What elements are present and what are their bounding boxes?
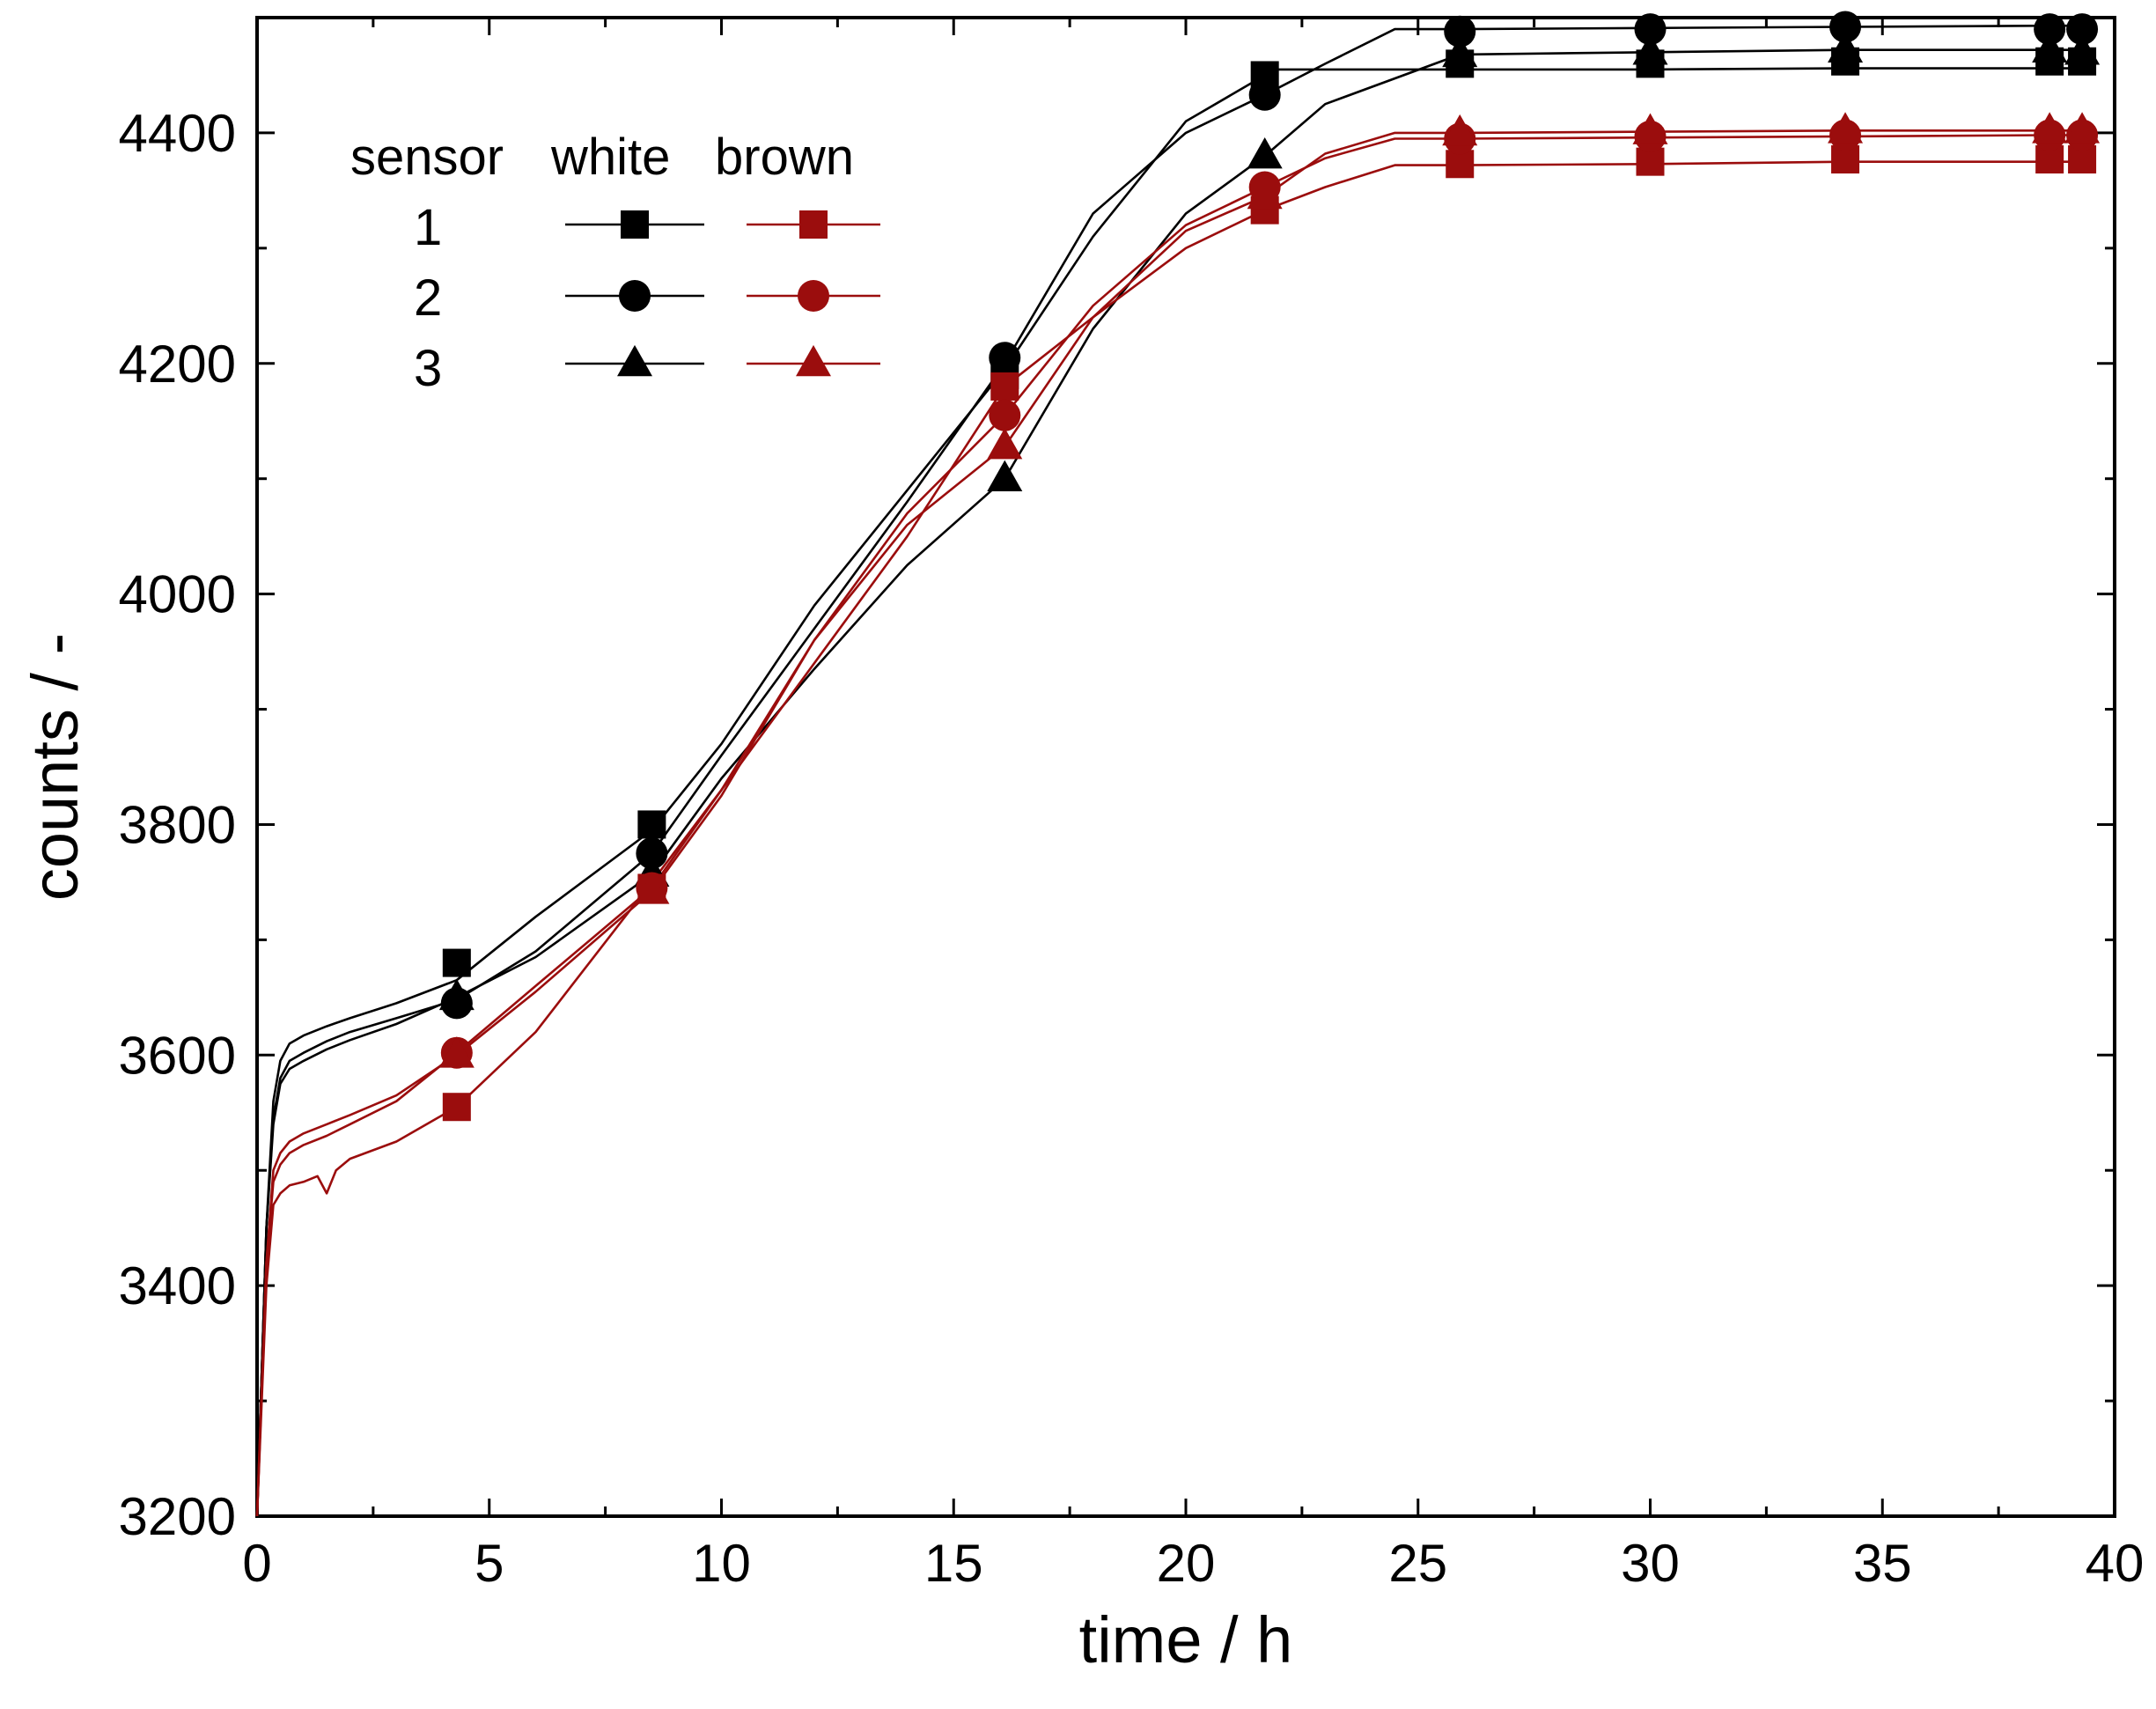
x-axis-title: time / h (1079, 1603, 1293, 1676)
legend-row-2-label: 2 (414, 269, 442, 327)
series-marker-white-circle (1829, 11, 1862, 43)
x-tick-label: 10 (692, 1534, 751, 1593)
y-tick-label: 3800 (119, 795, 236, 854)
legend-header-brown: brown (715, 129, 854, 186)
series-line-brown-1 (255, 160, 2083, 1517)
series-marker-white-circle (2034, 13, 2066, 46)
series-marker-white-triangle (1247, 137, 1283, 169)
series-marker-brown-circle (989, 399, 1021, 431)
legend-row-1-label: 1 (414, 199, 442, 256)
series-marker-white-triangle (1632, 33, 1668, 65)
y-tick-label: 4200 (119, 335, 236, 394)
legend-marker-brown-circle (798, 280, 829, 312)
legend-samples (565, 210, 880, 377)
series-marker-brown-square (990, 372, 1019, 401)
series-marker-brown-triangle (987, 427, 1023, 460)
series-marker-brown-triangle (1442, 114, 1478, 146)
legend-header-sensor: sensor (350, 129, 504, 186)
series-marker-brown-square (442, 1093, 471, 1122)
plot-area (255, 16, 2116, 1518)
y-axis-title: counts / - (18, 633, 92, 901)
legend: sensor white brown 1 2 3 (350, 129, 880, 397)
series-marker-brown-triangle (2032, 112, 2068, 144)
series-marker-brown-triangle (1632, 113, 1668, 144)
legend-marker-white-square (621, 210, 649, 239)
legend-marker-white-triangle (617, 344, 652, 377)
series-marker-white-square (637, 810, 666, 839)
y-tick-label: 4400 (119, 104, 236, 163)
x-tick-label: 40 (2086, 1534, 2145, 1593)
series-marker-white-triangle (2032, 31, 2068, 63)
series-marker-white-circle (636, 837, 668, 870)
legend-header-white: white (550, 129, 670, 186)
series-marker-white-circle (1634, 13, 1667, 46)
series-marker-white-circle (989, 342, 1021, 374)
x-tick-label: 20 (1157, 1534, 1216, 1593)
y-tick-label: 3200 (119, 1487, 236, 1546)
series-marker-white-triangle (1828, 31, 1864, 63)
series-marker-brown-triangle (634, 873, 670, 904)
series-marker-brown-triangle (1828, 112, 1864, 144)
legend-row-3-label: 3 (414, 340, 442, 397)
y-tick-label: 4000 (119, 565, 236, 624)
series-marker-white-circle (1248, 78, 1281, 111)
y-tick-label: 3400 (119, 1256, 236, 1315)
series-marker-brown-triangle (438, 1036, 475, 1068)
series-marker-white-triangle (987, 460, 1023, 491)
series-marker-white-square (442, 948, 471, 977)
series-marker-brown-triangle (1247, 177, 1283, 210)
axis-ticks: 0 5 10 15 20 25 30 35 40 3200 3400 3600 3800 4000 4200… (119, 16, 2145, 1593)
x-tick-label: 30 (1621, 1534, 1680, 1593)
legend-marker-white-circle (619, 280, 651, 312)
x-tick-label: 0 (242, 1534, 271, 1593)
series-marker-white-triangle (2064, 33, 2101, 65)
x-tick-label: 5 (475, 1534, 504, 1593)
legend-marker-brown-square (799, 210, 828, 239)
series-marker-brown-square (1446, 150, 1475, 179)
x-tick-label: 35 (1853, 1534, 1912, 1593)
y-tick-label: 3600 (119, 1026, 236, 1085)
legend-marker-brown-triangle (796, 344, 831, 377)
x-tick-label: 25 (1388, 1534, 1447, 1593)
series-marker-white-circle (1444, 15, 1476, 48)
series-markers (438, 11, 2101, 1122)
series-marker-brown-square (1636, 147, 1665, 176)
series-marker-white-triangle (438, 978, 475, 1011)
series-marker-white-triangle (1442, 35, 1478, 68)
series-marker-brown-triangle (2064, 112, 2101, 144)
x-tick-label: 15 (924, 1534, 983, 1593)
series-marker-white-circle (2066, 13, 2099, 46)
